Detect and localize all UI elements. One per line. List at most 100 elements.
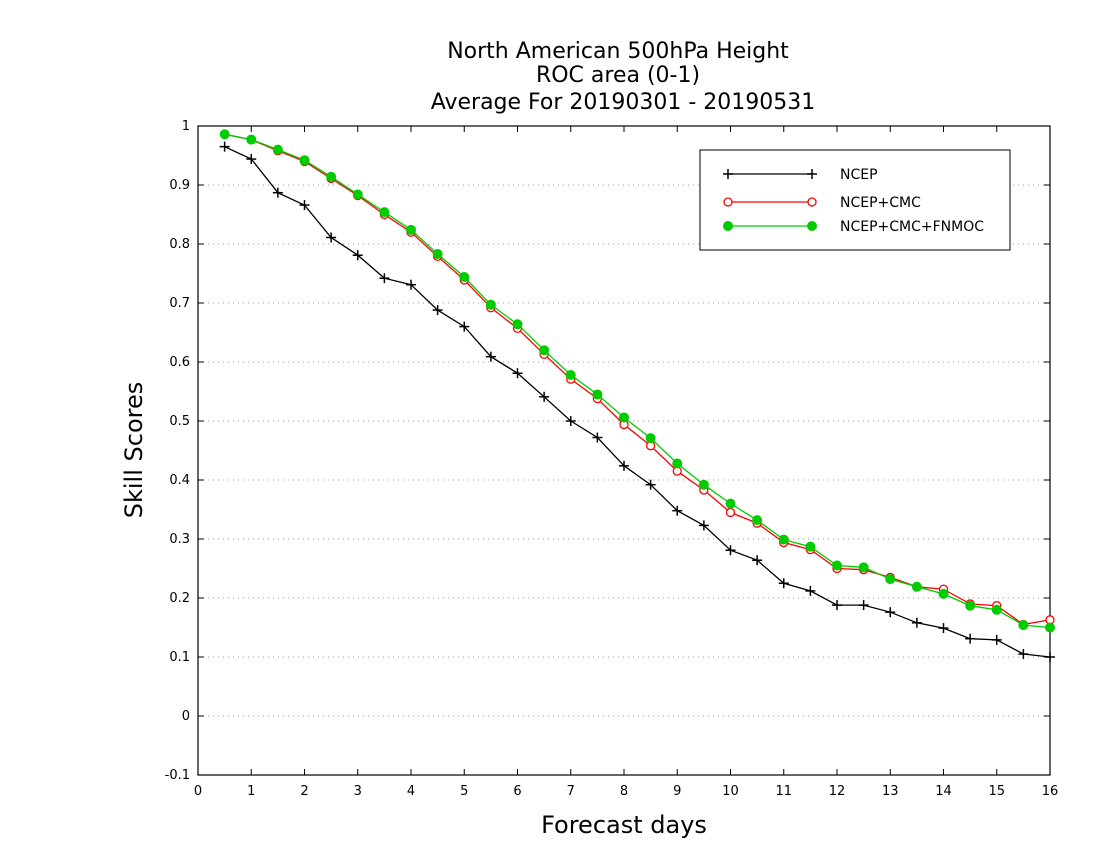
series-ncep-cmc-point [725, 507, 736, 518]
plot-area-frame [197, 125, 1051, 776]
x-tick-label: 12 [829, 784, 846, 799]
series-ncep-point [672, 505, 683, 516]
y-tick-label: 0.3 [169, 532, 190, 547]
series-line-ncep [224, 146, 1051, 658]
x-tick-label: 13 [882, 784, 899, 799]
series-layer [219, 129, 1055, 662]
series-ncep-point [379, 273, 390, 284]
series-ncep-cmc-fnmoc-point [1018, 620, 1029, 631]
series-ncep-point [406, 279, 416, 290]
legend-entry-ncep: NCEP [723, 167, 878, 183]
x-tick-label: 0 [194, 784, 202, 799]
series-ncep-cmc-fnmoc-point [406, 224, 416, 235]
series-ncep-point [592, 432, 603, 443]
series-ncep-point [512, 368, 523, 379]
x-axis-label: Forecast days [541, 811, 707, 839]
x-tick-label: 10 [722, 784, 739, 799]
legend-label: NCEP+CMC+FNMOC [840, 219, 984, 235]
x-tick-label: 4 [407, 784, 415, 799]
series-ncep-point [778, 578, 789, 589]
x-axis-ticks: 0 1 2 3 4 5 6 7 8 9 10 11 12 13 14 15 16 [194, 126, 1058, 799]
x-tick-label: 2 [300, 784, 308, 799]
legend-ncep-cmc-end-point [807, 197, 817, 207]
x-tick-label: 8 [620, 784, 628, 799]
legend-ncep-end-point [807, 169, 817, 179]
x-tick-label: 7 [567, 784, 575, 799]
y-tick-label: 1 [182, 119, 190, 134]
series-ncep-cmc-fnmoc-point [672, 458, 683, 469]
y-tick-label: 0.1 [169, 650, 190, 665]
y-tick-label: 0.6 [169, 355, 190, 370]
series-ncep-point [539, 391, 550, 402]
series-ncep-point [752, 555, 763, 566]
series-ncep-point [885, 607, 896, 618]
y-tick-label: 0.7 [169, 296, 190, 311]
series-ncep-cmc-fnmoc-point [272, 144, 283, 155]
x-tick-label: 16 [1042, 784, 1059, 799]
chart-title-line-2: ROC area (0-1) [536, 63, 700, 88]
series-ncep-point [246, 154, 257, 165]
legend-box [699, 149, 1011, 251]
series-ncep-point [991, 634, 1002, 645]
series-ncep-cmc-fnmoc-point [1045, 622, 1055, 633]
y-tick-label: 0.9 [169, 178, 190, 193]
series-ncep-cmc-fnmoc-point [938, 588, 949, 599]
legend: NCEP NCEP+CMC NCEP+CMC+FNMOC [699, 149, 1011, 251]
series-ncep-point [299, 200, 310, 211]
series-ncep-cmc-fnmoc-point [725, 498, 736, 509]
x-tick-label: 14 [935, 784, 952, 799]
legend-ncep-start-point [723, 169, 733, 179]
legend-ncep-cmc-fnmoc-start-point [723, 221, 733, 231]
series-ncep-point [432, 305, 443, 316]
series-ncep-point [698, 520, 709, 531]
series-ncep-cmc-fnmoc-point [698, 479, 709, 490]
series-ncep-point [326, 232, 337, 243]
series-ncep-cmc-fnmoc-point [885, 574, 896, 585]
series-ncep-point [645, 479, 656, 490]
y-axis-label: Skill Scores [120, 382, 148, 519]
series-ncep-point [485, 351, 496, 362]
series-ncep-cmc-fnmoc-point [459, 272, 470, 283]
series-ncep-point [725, 545, 736, 556]
series-ncep-point [272, 187, 283, 198]
series-ncep-point [858, 600, 869, 611]
series-ncep-cmc-fnmoc-point [965, 600, 976, 611]
series-ncep-cmc-fnmoc-point [592, 389, 603, 400]
series-ncep-point [352, 250, 363, 261]
series-ncep-cmc-fnmoc-point [911, 581, 922, 592]
series-ncep-cmc-fnmoc-point [778, 534, 789, 545]
x-tick-label: 15 [988, 784, 1005, 799]
x-tick-label: 1 [247, 784, 255, 799]
series-ncep-cmc-fnmoc-point [326, 171, 337, 182]
series-ncep-cmc-fnmoc-point [991, 604, 1002, 615]
series-ncep-point [619, 460, 629, 471]
series-ncep-point [832, 600, 842, 611]
legend-label: NCEP+CMC [840, 195, 921, 211]
chart-title-line-3: Average For 20190301 - 20190531 [431, 90, 816, 115]
series-ncep-cmc-fnmoc-point [858, 562, 869, 573]
legend-entry-ncep-cmc-fnmoc: NCEP+CMC+FNMOC [723, 219, 984, 235]
series-ncep-point [805, 585, 816, 596]
x-tick-label: 5 [460, 784, 468, 799]
y-tick-label: -0.1 [165, 768, 190, 783]
series-ncep-cmc-fnmoc-point [619, 412, 629, 423]
y-tick-label: 0 [182, 709, 190, 724]
chart-title-line-1: North American 500hPa Height [447, 39, 789, 64]
series-ncep-cmc-fnmoc-point [565, 369, 576, 380]
series-ncep-cmc-fnmoc-point [219, 129, 230, 140]
series-ncep-cmc-fnmoc-point [352, 189, 363, 200]
series-ncep-cmc-fnmoc-point [539, 345, 550, 356]
y-tick-label: 0.8 [169, 237, 190, 252]
series-ncep-point [911, 617, 922, 628]
series-ncep-cmc-fnmoc [219, 129, 1055, 633]
legend-label: NCEP [840, 167, 878, 183]
y-axis-ticks: -0.1 0 0.1 0.2 0.3 0.4 0.5 0.6 0.7 0.8 0.9 1 [165, 119, 1050, 783]
series-ncep-cmc-fnmoc-point [752, 515, 763, 526]
series-ncep-cmc-fnmoc-point [299, 155, 310, 166]
series-ncep-cmc-fnmoc-point [512, 319, 523, 330]
series-ncep-cmc-fnmoc-point [832, 560, 842, 571]
grid-lines [198, 184, 1050, 717]
y-tick-label: 0.2 [169, 591, 190, 606]
legend-items: NCEP NCEP+CMC NCEP+CMC+FNMOC [723, 167, 984, 235]
